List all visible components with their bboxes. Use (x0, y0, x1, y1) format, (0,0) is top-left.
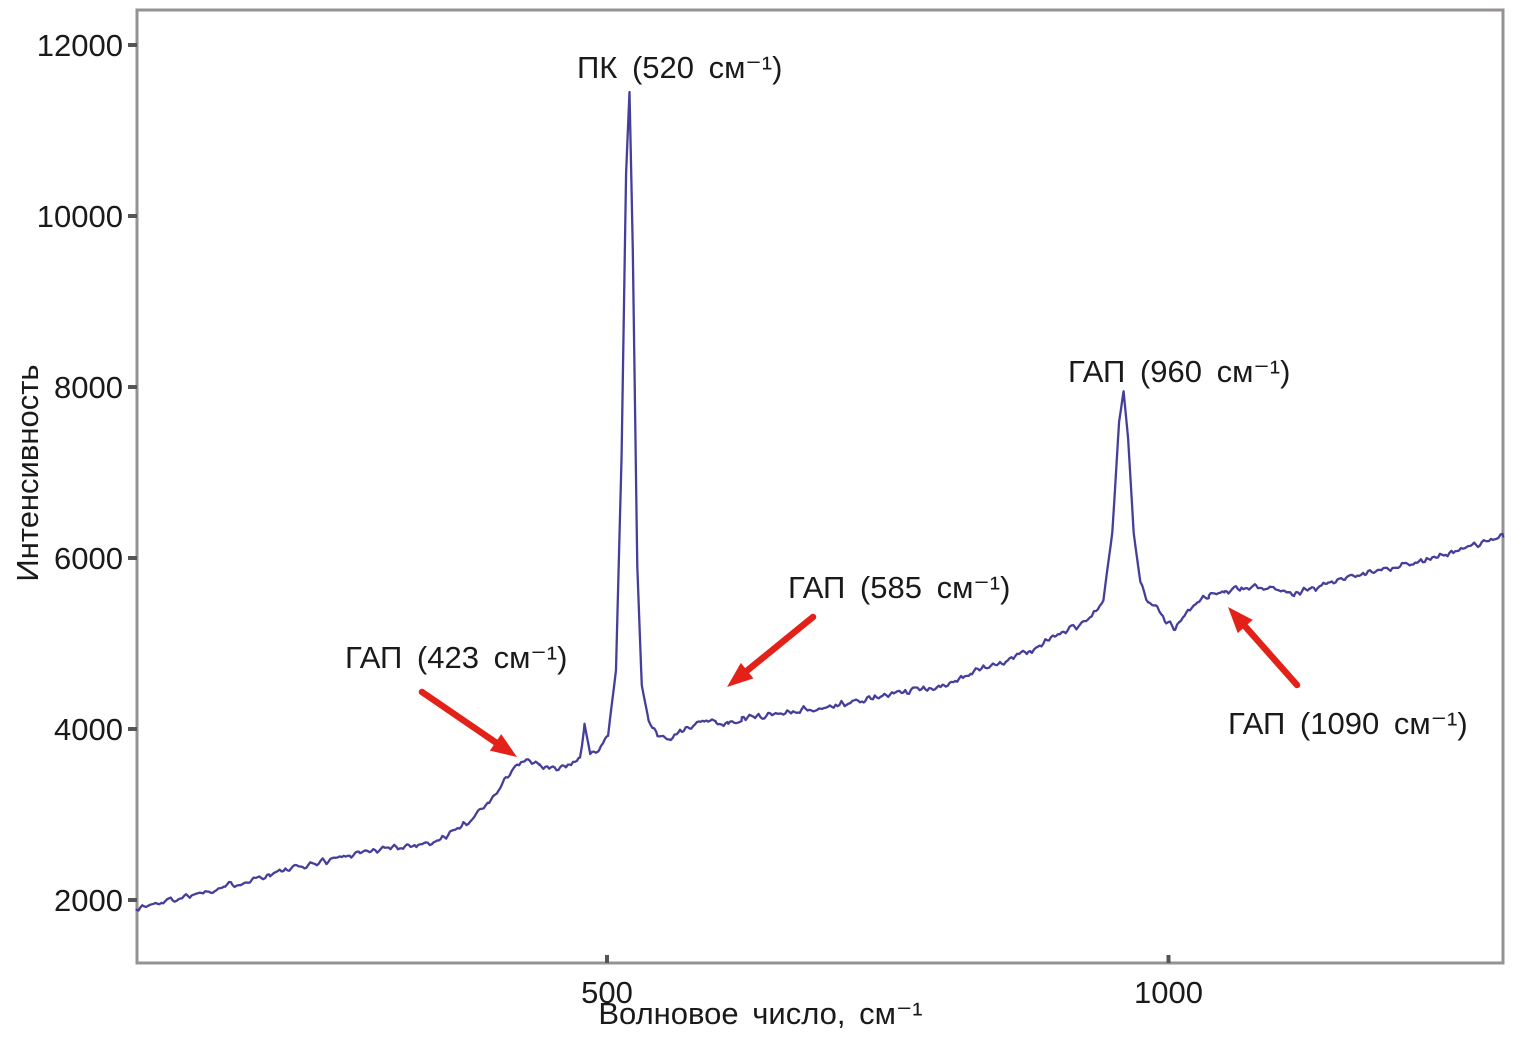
x-axis-tick-label: 1000 (1134, 975, 1203, 1010)
annotation-arrow-line (1238, 618, 1301, 689)
annotation-arrow-head (489, 734, 517, 757)
x-axis-tick-label: 500 (581, 975, 633, 1010)
peak-annotation-label: ГАП (585 см⁻¹) (788, 570, 1010, 605)
annotation-arrow-line (418, 688, 504, 749)
y-axis-tick-label: 12000 (37, 28, 123, 63)
annotation-arrow-line (739, 613, 817, 678)
y-axis-tick-label: 10000 (37, 199, 123, 234)
x-axis-title: Волновое число, см⁻¹ (598, 996, 923, 1031)
y-axis-tick-label: 2000 (54, 883, 123, 918)
peak-annotation-label: ГАП (423 см⁻¹) (345, 640, 567, 675)
y-axis-tick-label: 4000 (54, 712, 123, 747)
peak-annotation-label: ГАП (1090 см⁻¹) (1228, 706, 1468, 741)
annotation-arrow-head (1228, 607, 1253, 634)
annotation-arrow-head (727, 662, 754, 687)
spectrum-line (135, 90, 1505, 912)
peak-annotation-label: ГАП (960 см⁻¹) (1068, 354, 1290, 389)
y-axis-tick-label: 8000 (54, 370, 123, 405)
peak-annotation-label: ПК (520 см⁻¹) (577, 50, 782, 85)
y-axis-tick-label: 6000 (54, 541, 123, 576)
plot-frame (135, 8, 1505, 965)
y-axis-title: Интенсивность (10, 364, 45, 582)
